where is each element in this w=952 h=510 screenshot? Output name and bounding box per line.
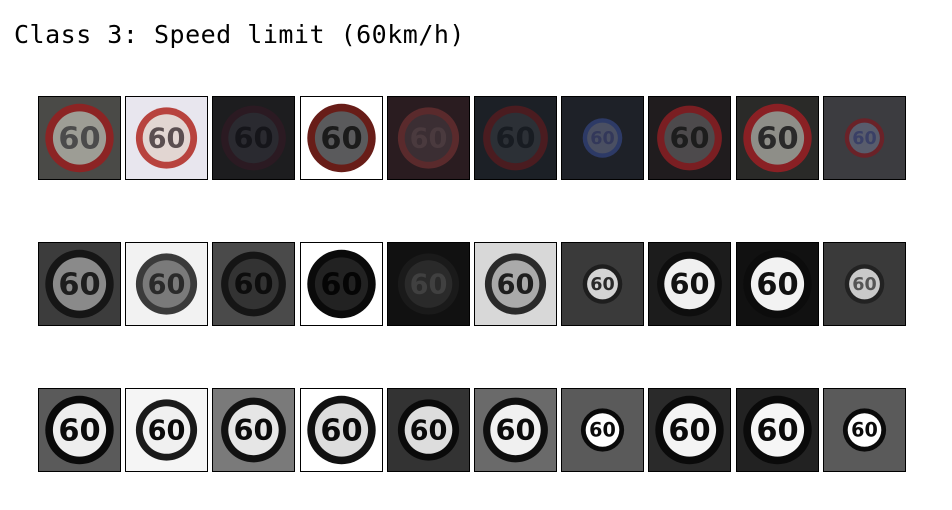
sign-speed-label: 60 bbox=[58, 121, 100, 156]
sign-image: 60 bbox=[387, 388, 470, 472]
sign-image: 60 bbox=[474, 96, 557, 180]
sign-face bbox=[404, 114, 453, 162]
sign-face bbox=[52, 257, 107, 311]
sign-image: 60 bbox=[648, 242, 731, 326]
sign-speed-label: 60 bbox=[233, 121, 273, 155]
sign-image: 60 bbox=[387, 242, 470, 326]
sign-speed-label: 60 bbox=[668, 413, 710, 448]
image-row-original-color: 60 60 60 60 60 60 60 60 60 60 bbox=[38, 96, 906, 182]
sign-speed-label: 60 bbox=[233, 413, 273, 447]
sign-speed-label: 60 bbox=[669, 121, 709, 155]
sign-image: 60 bbox=[823, 242, 906, 326]
sign-speed-label: 60 bbox=[851, 419, 878, 442]
sign-face bbox=[142, 114, 191, 162]
sign-image: 60 bbox=[823, 96, 906, 180]
sign-speed-label: 60 bbox=[410, 415, 448, 446]
sign-face bbox=[228, 258, 279, 310]
sign-speed-label: 60 bbox=[589, 419, 616, 442]
sign-speed-label: 60 bbox=[58, 413, 100, 448]
sign-face bbox=[664, 258, 715, 310]
sign-face bbox=[142, 406, 191, 454]
sign-image: 60 bbox=[300, 388, 383, 472]
sign-face bbox=[404, 406, 453, 454]
sign-image: 60 bbox=[125, 242, 208, 326]
sign-face bbox=[587, 268, 618, 300]
sign-face bbox=[52, 111, 107, 165]
sign-image: 60 bbox=[300, 96, 383, 180]
sign-image: 60 bbox=[648, 96, 731, 180]
sign-speed-label: 60 bbox=[495, 413, 535, 447]
sign-speed-label: 60 bbox=[852, 275, 876, 295]
sign-face bbox=[228, 404, 279, 456]
sign-image: 60 bbox=[736, 388, 819, 472]
sign-face bbox=[587, 122, 618, 154]
sign-speed-label: 60 bbox=[590, 129, 614, 149]
sign-image: 60 bbox=[212, 242, 295, 326]
sign-image: 60 bbox=[823, 388, 906, 472]
sign-speed-label: 60 bbox=[320, 121, 362, 156]
sign-face bbox=[750, 111, 805, 165]
sign-face bbox=[750, 257, 805, 311]
sign-face bbox=[849, 268, 880, 300]
sign-speed-label: 60 bbox=[756, 413, 798, 448]
sign-speed-label: 60 bbox=[233, 267, 273, 301]
sign-face bbox=[849, 122, 880, 154]
image-row-equalized: 60 60 60 60 60 60 60 60 60 60 bbox=[38, 388, 906, 474]
sign-image: 60 bbox=[736, 96, 819, 180]
sign-speed-label: 60 bbox=[590, 275, 614, 295]
sign-image: 60 bbox=[474, 388, 557, 472]
sign-speed-label: 60 bbox=[320, 267, 362, 302]
sign-image: 60 bbox=[38, 96, 121, 180]
sign-speed-label: 60 bbox=[148, 123, 186, 154]
sign-image: 60 bbox=[125, 96, 208, 180]
sign-face bbox=[142, 260, 191, 308]
sign-speed-label: 60 bbox=[852, 129, 876, 149]
sign-image: 60 bbox=[561, 388, 644, 472]
sign-speed-label: 60 bbox=[320, 413, 362, 448]
sign-speed-label: 60 bbox=[756, 121, 798, 156]
sign-image: 60 bbox=[38, 242, 121, 326]
sign-face bbox=[404, 260, 453, 308]
sign-face bbox=[314, 403, 369, 457]
sign-image: 60 bbox=[561, 96, 644, 180]
sign-image: 60 bbox=[474, 242, 557, 326]
sign-image: 60 bbox=[125, 388, 208, 472]
sign-speed-label: 60 bbox=[58, 267, 100, 302]
sign-face bbox=[228, 112, 279, 164]
sign-image: 60 bbox=[561, 242, 644, 326]
sign-image: 60 bbox=[212, 96, 295, 180]
sign-image: 60 bbox=[387, 96, 470, 180]
sign-speed-label: 60 bbox=[410, 123, 448, 154]
sign-face bbox=[491, 260, 540, 308]
sign-face bbox=[662, 403, 717, 457]
sign-face bbox=[490, 404, 541, 456]
sign-image: 60 bbox=[648, 388, 731, 472]
sign-speed-label: 60 bbox=[148, 415, 186, 446]
sign-face bbox=[585, 413, 620, 447]
sign-face bbox=[664, 112, 715, 164]
sign-image: 60 bbox=[300, 242, 383, 326]
page-title: Class 3: Speed limit (60km/h) bbox=[14, 20, 465, 49]
sign-speed-label: 60 bbox=[497, 269, 535, 300]
sign-face bbox=[490, 112, 541, 164]
sign-image: 60 bbox=[736, 242, 819, 326]
sign-face bbox=[847, 413, 882, 447]
sign-face bbox=[314, 257, 369, 311]
sign-image: 60 bbox=[38, 388, 121, 472]
sign-face bbox=[52, 403, 107, 457]
sign-speed-label: 60 bbox=[756, 267, 798, 302]
sign-image: 60 bbox=[212, 388, 295, 472]
sign-speed-label: 60 bbox=[495, 121, 535, 155]
sign-speed-label: 60 bbox=[669, 267, 709, 301]
sign-face bbox=[750, 403, 805, 457]
sign-face bbox=[314, 111, 369, 165]
sign-speed-label: 60 bbox=[410, 269, 448, 300]
sign-speed-label: 60 bbox=[148, 269, 186, 300]
image-row-grayscale: 60 60 60 60 60 60 60 60 60 60 bbox=[38, 242, 906, 328]
